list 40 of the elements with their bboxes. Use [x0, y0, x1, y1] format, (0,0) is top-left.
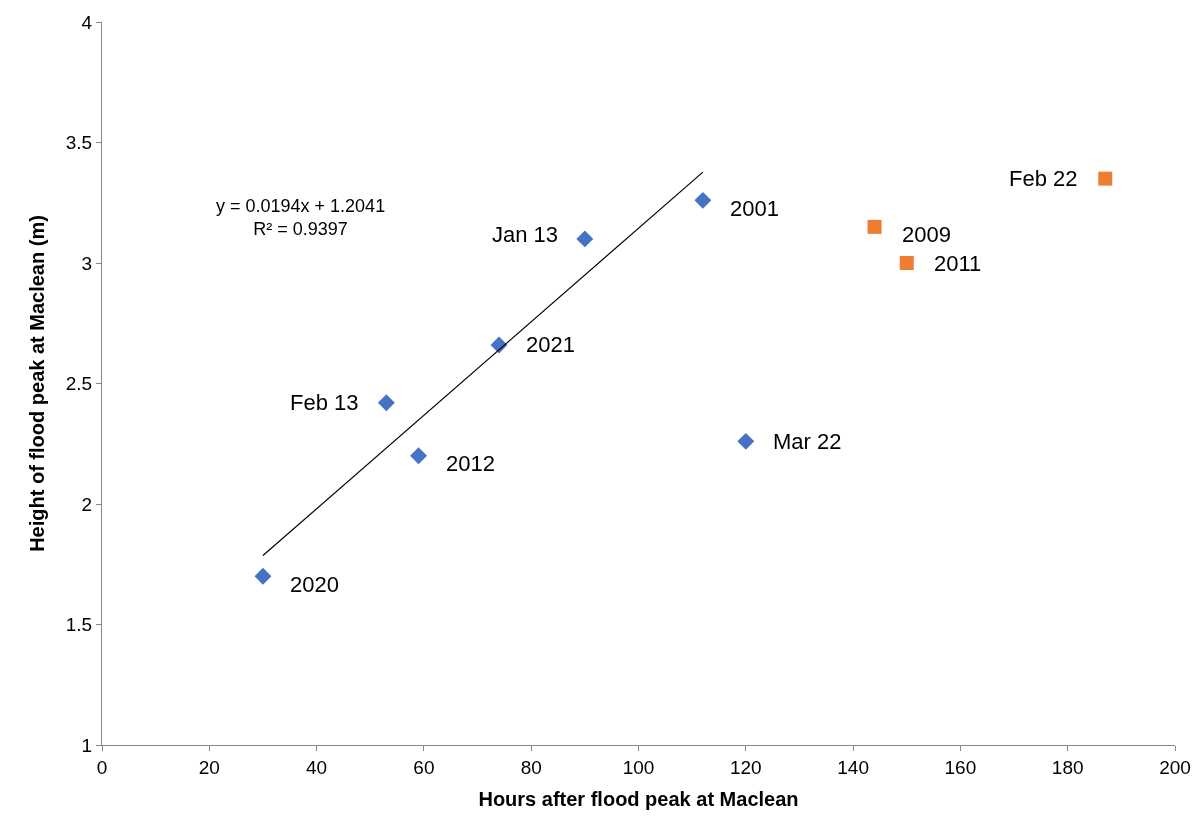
y-tick-label: 4	[81, 11, 93, 33]
y-tick-label: 2	[81, 493, 93, 515]
y-tick-label: 3.5	[65, 132, 93, 154]
x-tick-label: 180	[1051, 756, 1084, 778]
annotation: Feb 22	[1009, 166, 1078, 191]
annotation: 2011	[934, 251, 982, 276]
x-tick-label: 60	[413, 756, 435, 778]
x-tick-label: 40	[306, 756, 328, 778]
point	[1098, 171, 1113, 186]
annotation: 2021	[526, 332, 575, 357]
annotation: Mar 22	[773, 429, 842, 454]
x-tick-label: 160	[944, 756, 977, 778]
annotation: 2020	[290, 572, 339, 597]
point	[576, 230, 594, 248]
point	[694, 191, 712, 209]
x-tick-label: 80	[520, 756, 542, 778]
x-tick-label: 140	[837, 756, 869, 778]
x-tick-label: 100	[622, 756, 655, 778]
point	[377, 394, 395, 412]
x-tick-label: 0	[96, 756, 108, 778]
annotation: 2012	[446, 451, 495, 476]
point	[899, 256, 914, 270]
point	[254, 567, 272, 585]
point	[867, 219, 882, 234]
x-tick-label: 200	[1159, 756, 1191, 778]
y-tick-label: 1.5	[65, 614, 93, 636]
x-tick-label: 20	[198, 756, 220, 778]
annotation: y = 0.0194x + 1.2041 R² = 0.9397	[216, 196, 386, 240]
annotation: Feb 13	[290, 390, 359, 415]
point	[737, 432, 755, 450]
y-axis-title: Height of flood peak at Maclean (m)	[26, 215, 49, 552]
annotation: 2001	[730, 196, 779, 221]
x-tick-label: 120	[729, 756, 762, 778]
annotation: Jan 13	[492, 222, 559, 247]
y-tick-label: 1	[81, 734, 93, 756]
y-tick-label: 3	[81, 252, 93, 274]
point	[410, 447, 427, 465]
annotation: 2009	[902, 222, 951, 247]
x-axis-title: Hours after flood peak at Maclean	[478, 788, 799, 811]
y-tick-label: 2.5	[65, 373, 93, 395]
